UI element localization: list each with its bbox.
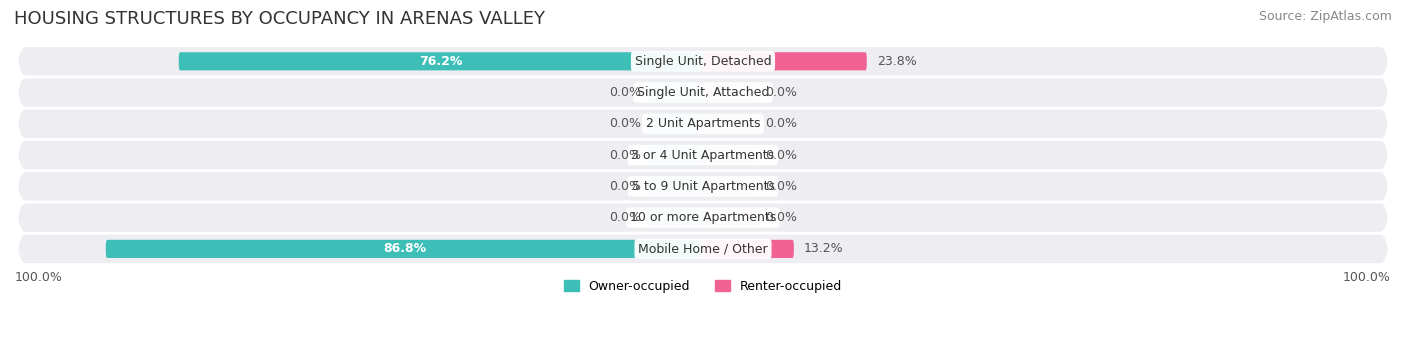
FancyBboxPatch shape bbox=[648, 209, 703, 227]
Text: Single Unit, Attached: Single Unit, Attached bbox=[637, 86, 769, 99]
Text: 100.0%: 100.0% bbox=[15, 271, 63, 284]
Legend: Owner-occupied, Renter-occupied: Owner-occupied, Renter-occupied bbox=[558, 275, 848, 298]
FancyBboxPatch shape bbox=[703, 115, 758, 133]
FancyBboxPatch shape bbox=[703, 52, 866, 70]
Text: 3 or 4 Unit Apartments: 3 or 4 Unit Apartments bbox=[631, 149, 775, 162]
FancyBboxPatch shape bbox=[179, 52, 703, 70]
Text: 0.0%: 0.0% bbox=[765, 86, 797, 99]
FancyBboxPatch shape bbox=[703, 84, 758, 102]
Text: HOUSING STRUCTURES BY OCCUPANCY IN ARENAS VALLEY: HOUSING STRUCTURES BY OCCUPANCY IN ARENA… bbox=[14, 10, 546, 28]
Text: 0.0%: 0.0% bbox=[765, 117, 797, 130]
FancyBboxPatch shape bbox=[15, 218, 1391, 280]
FancyBboxPatch shape bbox=[703, 240, 794, 258]
Text: 0.0%: 0.0% bbox=[609, 211, 641, 224]
Text: Single Unit, Detached: Single Unit, Detached bbox=[634, 55, 772, 68]
Text: 86.8%: 86.8% bbox=[382, 242, 426, 255]
FancyBboxPatch shape bbox=[105, 240, 703, 258]
FancyBboxPatch shape bbox=[15, 93, 1391, 155]
Text: 0.0%: 0.0% bbox=[765, 211, 797, 224]
FancyBboxPatch shape bbox=[648, 177, 703, 195]
FancyBboxPatch shape bbox=[703, 177, 758, 195]
Text: 76.2%: 76.2% bbox=[419, 55, 463, 68]
Text: 2 Unit Apartments: 2 Unit Apartments bbox=[645, 117, 761, 130]
Text: 0.0%: 0.0% bbox=[765, 180, 797, 193]
FancyBboxPatch shape bbox=[648, 146, 703, 164]
FancyBboxPatch shape bbox=[15, 30, 1391, 93]
Text: Mobile Home / Other: Mobile Home / Other bbox=[638, 242, 768, 255]
Text: 23.8%: 23.8% bbox=[877, 55, 917, 68]
FancyBboxPatch shape bbox=[15, 124, 1391, 187]
FancyBboxPatch shape bbox=[703, 146, 758, 164]
FancyBboxPatch shape bbox=[648, 84, 703, 102]
FancyBboxPatch shape bbox=[648, 115, 703, 133]
FancyBboxPatch shape bbox=[15, 61, 1391, 124]
Text: 0.0%: 0.0% bbox=[609, 180, 641, 193]
FancyBboxPatch shape bbox=[15, 155, 1391, 218]
Text: 0.0%: 0.0% bbox=[609, 149, 641, 162]
Text: 10 or more Apartments: 10 or more Apartments bbox=[630, 211, 776, 224]
Text: 0.0%: 0.0% bbox=[609, 86, 641, 99]
Text: 13.2%: 13.2% bbox=[804, 242, 844, 255]
Text: 0.0%: 0.0% bbox=[609, 117, 641, 130]
Text: Source: ZipAtlas.com: Source: ZipAtlas.com bbox=[1258, 10, 1392, 23]
FancyBboxPatch shape bbox=[703, 209, 758, 227]
FancyBboxPatch shape bbox=[15, 187, 1391, 249]
Text: 0.0%: 0.0% bbox=[765, 149, 797, 162]
Text: 100.0%: 100.0% bbox=[1343, 271, 1391, 284]
Text: 5 to 9 Unit Apartments: 5 to 9 Unit Apartments bbox=[631, 180, 775, 193]
